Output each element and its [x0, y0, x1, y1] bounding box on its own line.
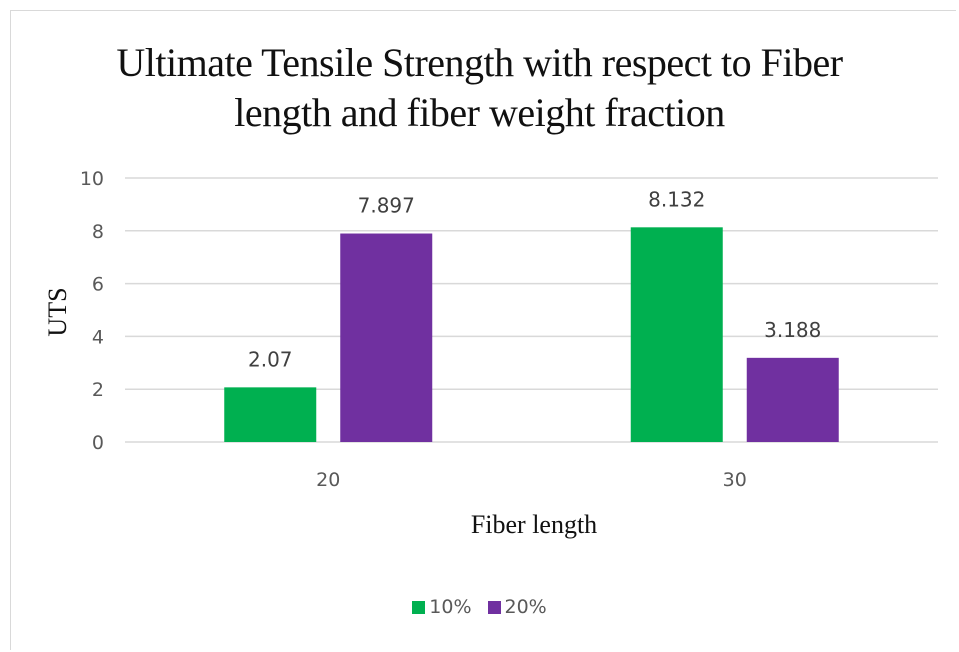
chart-title-line-1: Ultimate Tensile Strength with respect t… [116, 40, 843, 85]
bar-10pct-20 [224, 387, 317, 442]
chart-title-line-2: length and fiber weight fraction [234, 90, 725, 135]
chart-area [10, 10, 956, 650]
legend-label-20: 20% [504, 596, 547, 618]
bars [224, 227, 839, 442]
y-tick-labels: 0 2 4 6 8 10 [80, 168, 104, 454]
bar-20pct-20 [340, 233, 433, 442]
data-label: 2.07 [248, 347, 293, 371]
x-tick-label: 20 [316, 469, 340, 491]
bar-10pct-30 [630, 227, 723, 442]
legend-swatch-20 [487, 600, 501, 614]
legend-label-10: 10% [429, 596, 472, 618]
legend: 10% 20% [0, 596, 959, 618]
x-axis-title: Fiber length [471, 510, 597, 539]
legend-item-10: 10% [412, 596, 472, 618]
data-labels: 2.07 7.897 8.132 3.188 [248, 187, 821, 371]
bar-20pct-30 [746, 357, 839, 442]
x-tick-labels: 20 30 [316, 469, 747, 491]
y-tick-label: 4 [92, 326, 104, 348]
chart-title: Ultimate Tensile Strength with respect t… [0, 38, 959, 138]
y-tick-label: 0 [92, 432, 104, 454]
y-tick-label: 2 [92, 379, 104, 401]
y-tick-label: 8 [92, 221, 104, 243]
y-axis-title: UTS [43, 287, 72, 336]
data-label: 7.897 [358, 194, 415, 218]
y-tick-label: 10 [80, 168, 104, 190]
legend-swatch-10 [412, 600, 426, 614]
data-label: 8.132 [648, 187, 705, 211]
x-tick-label: 30 [723, 469, 747, 491]
y-tick-label: 6 [92, 274, 104, 296]
data-label: 3.188 [764, 318, 821, 342]
legend-item-20: 20% [487, 596, 547, 618]
